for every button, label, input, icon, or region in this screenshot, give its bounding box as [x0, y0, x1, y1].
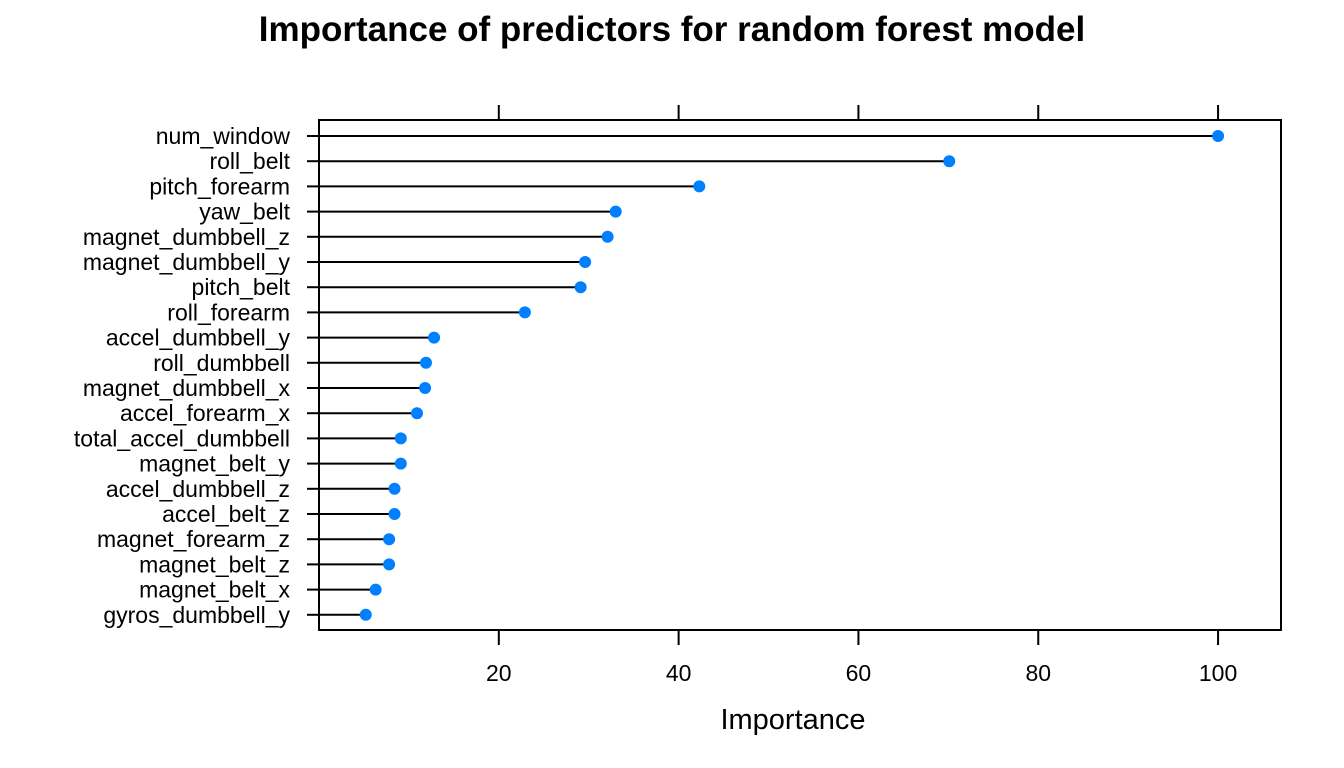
data-point	[428, 331, 441, 344]
data-point	[693, 180, 706, 193]
data-point	[388, 508, 401, 520]
x-tick-label: 80	[1025, 660, 1051, 686]
y-tick-label: magnet_dumbbell_y	[83, 249, 291, 275]
x-tick-label: 20	[486, 660, 512, 686]
y-tick-label: roll_forearm	[167, 299, 290, 325]
x-tick-label: 100	[1199, 660, 1237, 686]
y-tick-label: pitch_forearm	[149, 173, 290, 199]
y-tick-label: magnet_belt_z	[139, 551, 290, 577]
data-point	[383, 558, 396, 571]
data-point	[419, 382, 432, 394]
y-tick-label: accel_forearm_x	[120, 400, 291, 426]
y-tick-label: roll_belt	[209, 148, 290, 174]
data-point	[419, 356, 432, 369]
data-point	[579, 256, 592, 268]
data-point	[383, 533, 396, 546]
data-point	[369, 583, 382, 596]
data-point	[388, 482, 401, 495]
data-point	[518, 306, 531, 319]
y-tick-label: magnet_dumbbell_x	[83, 375, 291, 401]
y-tick-label: yaw_belt	[199, 199, 290, 225]
data-point	[609, 205, 622, 218]
y-tick-label: magnet_dumbbell_z	[83, 224, 290, 250]
data-point	[359, 608, 372, 621]
x-tick-label: 40	[666, 660, 692, 686]
y-tick-label: num_window	[156, 123, 291, 149]
y-tick-label: gyros_dumbbell_y	[103, 602, 290, 628]
y-tick-label: total_accel_dumbbell	[74, 425, 290, 451]
y-tick-label: accel_belt_z	[162, 501, 290, 527]
x-axis-label: Importance	[720, 704, 866, 736]
data-point	[410, 407, 423, 420]
data-point	[394, 432, 407, 445]
data-point	[394, 457, 407, 470]
y-tick-label: magnet_forearm_z	[97, 526, 290, 552]
data-point	[943, 155, 956, 168]
chart-title: Importance of predictors for random fore…	[258, 10, 1086, 49]
plot-frame	[318, 119, 1282, 631]
y-tick-label: magnet_belt_y	[139, 451, 290, 477]
y-tick-label: accel_dumbbell_z	[106, 476, 290, 502]
y-tick-label: magnet_belt_x	[139, 577, 290, 603]
data-point	[574, 281, 587, 294]
x-tick-label: 60	[846, 660, 872, 686]
y-tick-label: accel_dumbbell_y	[106, 325, 291, 351]
y-tick-label: roll_dumbbell	[153, 350, 290, 376]
data-point	[1212, 130, 1225, 142]
data-point	[601, 230, 614, 243]
y-tick-label: pitch_belt	[192, 274, 291, 300]
